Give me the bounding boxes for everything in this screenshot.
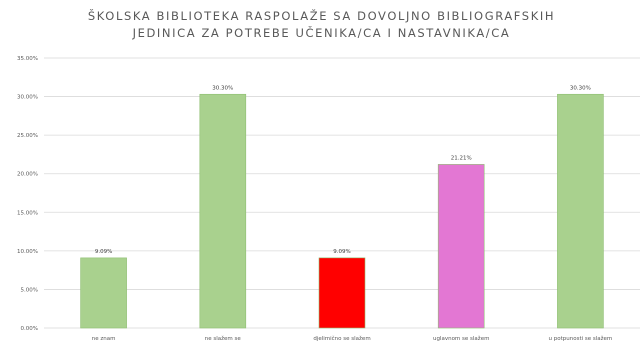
y-tick-label: 30.00% xyxy=(17,95,38,101)
bar xyxy=(557,93,604,329)
x-category-label: ne znam xyxy=(92,336,116,342)
x-category-label: uglavnom se slažem xyxy=(433,335,489,342)
bar xyxy=(80,257,127,329)
data-label: 21.21% xyxy=(451,155,472,161)
y-tick-label: 0.00% xyxy=(21,326,38,332)
bar xyxy=(318,257,366,329)
bar xyxy=(437,164,485,329)
y-tick-label: 10.00% xyxy=(17,249,38,255)
data-label: 30.30% xyxy=(212,85,233,91)
data-label: 30.30% xyxy=(570,85,591,91)
data-label: 9.09% xyxy=(333,249,350,255)
y-tick-label: 25.00% xyxy=(17,133,38,139)
y-tick-label: 20.00% xyxy=(17,172,38,178)
chart-title-line-2: JEDINICA ZA POTREBE UČENIKA/CA I NASTAVN… xyxy=(132,26,511,40)
y-tick-label: 15.00% xyxy=(17,210,38,216)
x-category-label: djelimično se slažem xyxy=(313,335,370,342)
data-label: 9.09% xyxy=(95,249,112,255)
y-tick-label: 35.00% xyxy=(17,56,38,62)
bar xyxy=(199,93,247,329)
chart-title: ŠKOLSKA BIBLIOTEKA RASPOLAŽE SA DOVOLJNO… xyxy=(0,8,643,42)
x-category-label: u potpunosti se slažem xyxy=(549,335,613,342)
x-category-label: ne slažem se xyxy=(205,335,242,342)
y-tick-label: 5.00% xyxy=(21,287,38,293)
chart-title-line-1: ŠKOLSKA BIBLIOTEKA RASPOLAŽE SA DOVOLJNO… xyxy=(87,9,556,23)
